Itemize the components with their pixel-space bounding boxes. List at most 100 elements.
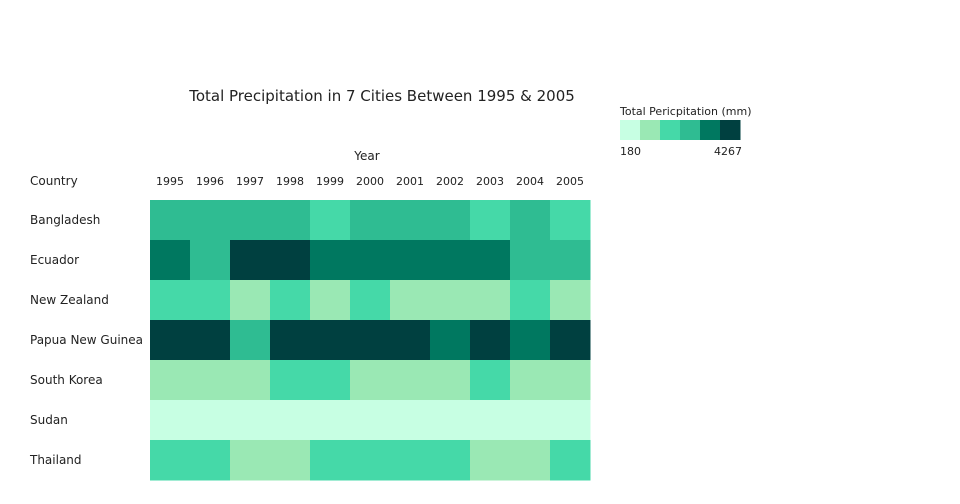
heatmap-cell[interactable]: [470, 320, 511, 361]
heatmap-cell[interactable]: [230, 280, 271, 321]
x-tick-label: 1997: [236, 175, 264, 188]
heatmap-cell[interactable]: [470, 360, 511, 401]
heatmap-cell[interactable]: [350, 240, 391, 281]
heatmap-cell[interactable]: [310, 320, 351, 361]
x-tick-label: 1998: [276, 175, 304, 188]
y-tick-labels: Bangladesh Ecuador New Zealand Papua New Gu…: [29, 213, 143, 467]
heatmap-cell[interactable]: [510, 200, 551, 241]
heatmap-cell[interactable]: [430, 360, 471, 401]
heatmap-cell[interactable]: [510, 280, 551, 321]
heatmap-cell[interactable]: [550, 240, 591, 281]
heatmap-cell[interactable]: [310, 440, 351, 481]
heatmap-cell[interactable]: [270, 400, 311, 441]
heatmap-cell[interactable]: [230, 440, 271, 481]
heatmap-cell[interactable]: [510, 440, 551, 481]
heatmap-cell[interactable]: [150, 360, 191, 401]
legend-swatch: [700, 120, 721, 140]
chart-title: Total Precipitation in 7 Cities Between …: [188, 87, 575, 105]
heatmap-cell[interactable]: [270, 280, 311, 321]
heatmap-cell[interactable]: [190, 320, 231, 361]
heatmap-cell[interactable]: [470, 280, 511, 321]
heatmap-cell[interactable]: [390, 240, 431, 281]
heatmap-cell[interactable]: [310, 280, 351, 321]
heatmap-cell[interactable]: [470, 400, 511, 441]
heatmap-cell[interactable]: [510, 400, 551, 441]
heatmap-cell[interactable]: [190, 400, 231, 441]
heatmap-cell[interactable]: [350, 280, 391, 321]
heatmap-cell[interactable]: [510, 360, 551, 401]
y-axis-title: Country: [30, 174, 78, 188]
heatmap-cell[interactable]: [550, 400, 591, 441]
heatmap-cell[interactable]: [310, 400, 351, 441]
heatmap-cell[interactable]: [470, 440, 511, 481]
heatmap-cell[interactable]: [230, 240, 271, 281]
heatmap-cell[interactable]: [430, 280, 471, 321]
heatmap-cell[interactable]: [150, 400, 191, 441]
x-tick-label: 1995: [156, 175, 184, 188]
heatmap-cell[interactable]: [310, 200, 351, 241]
heatmap-cell[interactable]: [350, 320, 391, 361]
heatmap-cell[interactable]: [270, 440, 311, 481]
legend: Total Pericpitation (mm) 180 4267: [619, 105, 752, 158]
heatmap-cell[interactable]: [150, 320, 191, 361]
heatmap-cell[interactable]: [350, 200, 391, 241]
heatmap-cell[interactable]: [550, 200, 591, 241]
heatmap-cell[interactable]: [390, 320, 431, 361]
heatmap-cell[interactable]: [390, 280, 431, 321]
heatmap-cell[interactable]: [350, 400, 391, 441]
heatmap-cell[interactable]: [150, 200, 191, 241]
heatmap-cell[interactable]: [430, 400, 471, 441]
legend-swatch: [620, 120, 641, 140]
x-axis-title: Year: [353, 149, 379, 163]
heatmap-cell[interactable]: [310, 240, 351, 281]
heatmap-cell[interactable]: [270, 240, 311, 281]
heatmap-cell[interactable]: [390, 360, 431, 401]
heatmap-cell[interactable]: [150, 440, 191, 481]
heatmap-cell[interactable]: [510, 240, 551, 281]
heatmap-cell[interactable]: [470, 240, 511, 281]
heatmap-cell[interactable]: [350, 440, 391, 481]
heatmap-cell[interactable]: [550, 440, 591, 481]
heatmap-cell[interactable]: [230, 320, 271, 361]
legend-swatch: [660, 120, 681, 140]
heatmap-cell[interactable]: [550, 280, 591, 321]
x-tick-label: 1999: [316, 175, 344, 188]
heatmap-cell[interactable]: [270, 360, 311, 401]
heatmap-cell[interactable]: [430, 240, 471, 281]
heatmap-cell[interactable]: [310, 360, 351, 401]
x-tick-label: 2004: [516, 175, 544, 188]
heatmap-cell[interactable]: [230, 400, 271, 441]
heatmap-cell[interactable]: [190, 360, 231, 401]
heatmap-cell[interactable]: [390, 440, 431, 481]
heatmap-cell[interactable]: [230, 200, 271, 241]
heatmap-cell[interactable]: [550, 320, 591, 361]
heatmap-cell[interactable]: [430, 200, 471, 241]
legend-swatches: [620, 120, 741, 140]
heatmap-cell[interactable]: [350, 360, 391, 401]
heatmap-cell[interactable]: [190, 280, 231, 321]
heatmap-cell[interactable]: [150, 240, 191, 281]
y-tick-label: Bangladesh: [30, 213, 100, 227]
x-tick-label: 2000: [356, 175, 384, 188]
heatmap-cell[interactable]: [150, 280, 191, 321]
heatmap-cell[interactable]: [550, 360, 591, 401]
legend-swatch: [640, 120, 661, 140]
heatmap-cell[interactable]: [390, 400, 431, 441]
heatmap-cell[interactable]: [190, 440, 231, 481]
heatmap-cell[interactable]: [270, 320, 311, 361]
y-tick-label: Sudan: [30, 413, 68, 427]
heatmap-cell[interactable]: [190, 240, 231, 281]
heatmap-cell[interactable]: [470, 200, 511, 241]
heatmap-cell[interactable]: [430, 440, 471, 481]
y-tick-label: South Korea: [30, 373, 103, 387]
legend-min-label: 180: [620, 145, 641, 158]
heatmap-cell[interactable]: [430, 320, 471, 361]
heatmap-cell[interactable]: [270, 200, 311, 241]
heatmap-cell[interactable]: [230, 360, 271, 401]
heatmap-cell[interactable]: [510, 320, 551, 361]
heatmap-cell[interactable]: [190, 200, 231, 241]
x-tick-label: 2002: [436, 175, 464, 188]
heatmap-cell[interactable]: [390, 200, 431, 241]
